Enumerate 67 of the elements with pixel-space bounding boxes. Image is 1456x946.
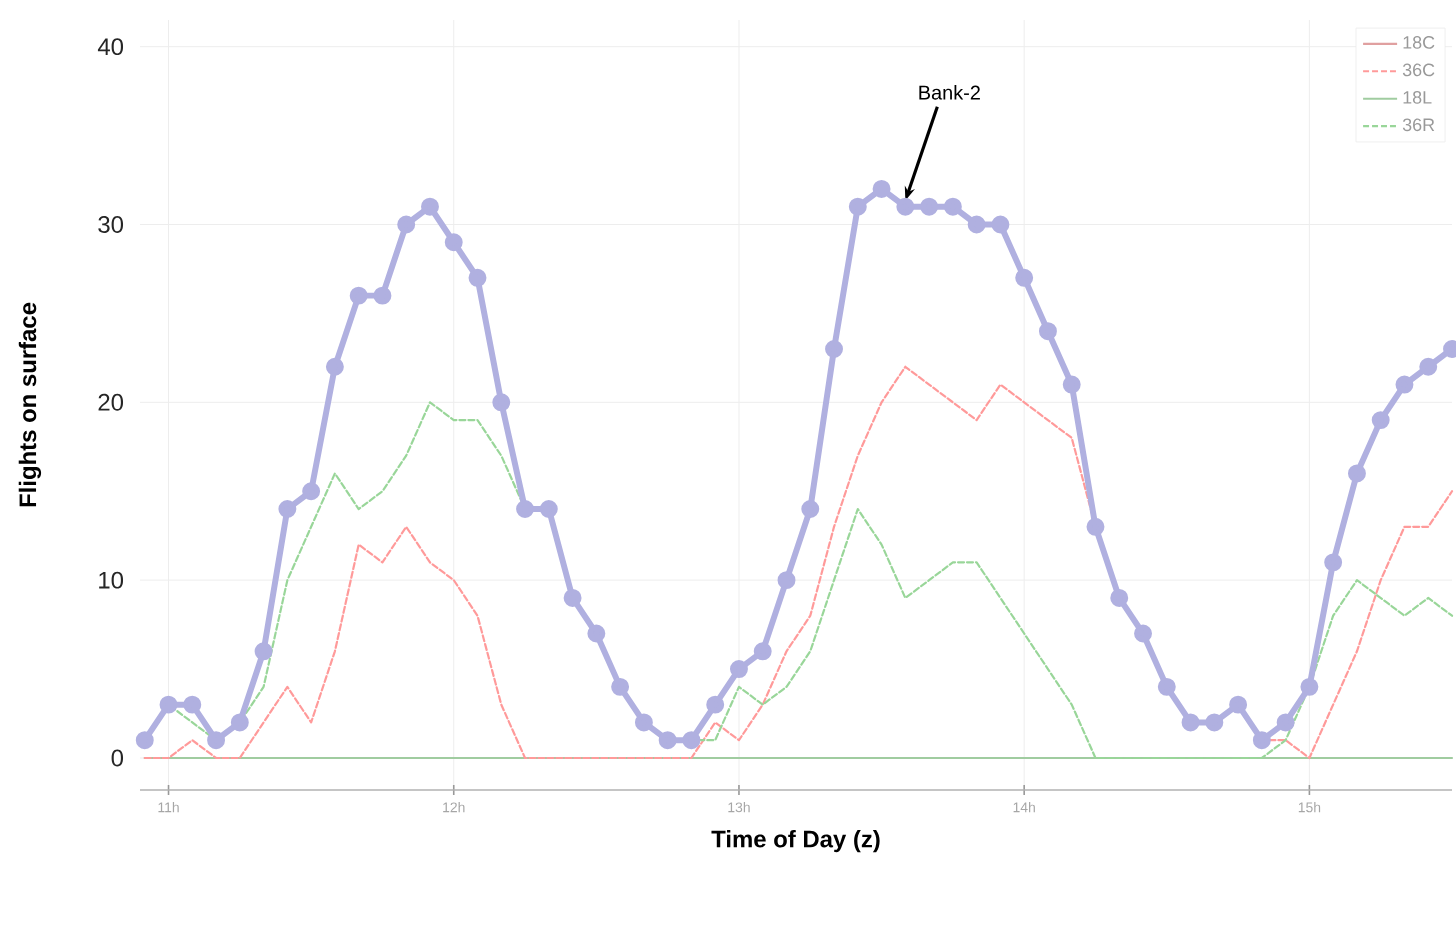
point xyxy=(1395,375,1414,394)
point xyxy=(207,731,226,750)
point xyxy=(658,731,677,750)
point xyxy=(706,695,725,714)
point xyxy=(135,731,154,750)
point xyxy=(848,197,867,216)
point xyxy=(444,233,463,252)
point xyxy=(325,357,344,376)
point xyxy=(278,500,297,518)
point xyxy=(753,642,772,661)
y-tick-label: 0 xyxy=(111,749,124,767)
point xyxy=(1157,677,1176,696)
legend-label: 36C xyxy=(1402,63,1435,77)
point xyxy=(421,197,439,216)
y-tick-label: 10 xyxy=(99,571,124,589)
legend-label: 18L xyxy=(1403,90,1432,104)
point xyxy=(825,340,843,358)
point xyxy=(1038,322,1057,341)
point xyxy=(611,677,630,696)
point xyxy=(991,215,1010,234)
point xyxy=(1015,268,1034,287)
point xyxy=(587,624,606,643)
annotation: Bank-2 xyxy=(919,85,980,100)
point xyxy=(1181,713,1200,732)
x-axis-title: Time of Day (z) xyxy=(711,829,880,853)
point xyxy=(1062,375,1081,394)
point xyxy=(967,215,986,234)
legend-label: 18C xyxy=(1403,36,1435,49)
point xyxy=(1134,624,1152,643)
point xyxy=(896,197,915,216)
point xyxy=(777,571,796,590)
point xyxy=(1229,695,1248,714)
point xyxy=(349,286,368,305)
point xyxy=(1347,464,1366,483)
point xyxy=(1205,713,1224,732)
point xyxy=(539,500,558,518)
point xyxy=(920,197,939,216)
point xyxy=(1252,731,1271,750)
point xyxy=(682,731,701,750)
point xyxy=(468,268,487,287)
point xyxy=(943,197,962,216)
legend-label: 36R xyxy=(1402,118,1435,132)
point xyxy=(801,500,820,518)
point xyxy=(1110,588,1129,607)
y-tick-label: 20 xyxy=(98,393,124,411)
point xyxy=(1300,677,1319,696)
y-tick-label: 30 xyxy=(98,216,124,233)
point xyxy=(634,713,653,732)
point xyxy=(1276,713,1295,732)
point xyxy=(1419,357,1438,376)
point xyxy=(230,713,249,732)
point xyxy=(563,588,582,607)
point xyxy=(159,695,178,714)
point xyxy=(1324,553,1343,572)
point xyxy=(872,179,891,198)
y-tick-label: 40 xyxy=(97,38,124,56)
point xyxy=(1086,517,1105,536)
point xyxy=(729,660,748,679)
y-axis-title: Flights on surface xyxy=(18,302,42,507)
point xyxy=(516,500,535,518)
point xyxy=(373,286,392,305)
point xyxy=(254,642,273,661)
point xyxy=(302,482,321,501)
point xyxy=(1371,411,1390,430)
point xyxy=(492,393,511,412)
point xyxy=(183,695,202,714)
point xyxy=(397,215,416,234)
